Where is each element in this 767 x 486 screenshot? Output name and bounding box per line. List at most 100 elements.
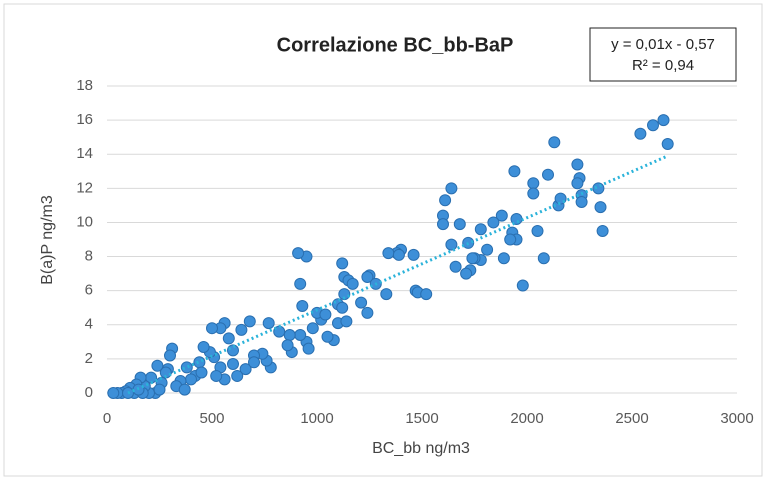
x-tick-label: 1000 <box>300 410 333 427</box>
point <box>107 387 120 399</box>
point <box>296 300 309 313</box>
trendline <box>127 154 669 395</box>
y-tick-label: 4 <box>85 316 93 333</box>
point <box>497 252 510 265</box>
point <box>346 277 359 290</box>
point <box>474 223 487 236</box>
point <box>281 339 294 352</box>
point <box>537 252 550 265</box>
point <box>302 342 315 355</box>
r-squared: R² = 0,94 <box>632 57 694 74</box>
point <box>361 306 374 319</box>
x-tick-label: 2000 <box>510 410 543 427</box>
x-tick-label: 3000 <box>720 410 753 427</box>
point <box>380 288 393 301</box>
point <box>594 201 607 214</box>
y-tick-label: 0 <box>85 384 93 401</box>
point <box>197 340 210 353</box>
equation: y = 0,01x - 0,57 <box>611 36 715 53</box>
point <box>210 369 223 382</box>
point <box>336 301 349 314</box>
point <box>575 195 588 208</box>
point <box>445 238 458 251</box>
y-tick-label: 12 <box>76 179 93 196</box>
point <box>495 209 508 222</box>
point <box>355 296 368 309</box>
point <box>122 387 134 399</box>
point <box>164 349 176 362</box>
point <box>262 317 275 330</box>
point <box>592 182 605 195</box>
point <box>319 308 332 321</box>
point <box>439 194 452 207</box>
equation-box <box>589 27 737 82</box>
point <box>153 383 166 396</box>
point <box>466 252 479 265</box>
y-tick-label: 2 <box>85 350 93 367</box>
point <box>336 257 349 270</box>
point <box>460 267 473 280</box>
y-tick-label: 14 <box>76 145 93 162</box>
point <box>321 330 334 343</box>
point <box>407 248 420 261</box>
chart-title: Correlazione BC_bb-BaP <box>277 34 514 56</box>
point <box>527 187 540 200</box>
point <box>445 182 458 195</box>
point <box>231 369 244 382</box>
point <box>548 136 561 149</box>
point <box>647 119 659 132</box>
point <box>151 359 164 372</box>
point <box>481 243 494 256</box>
point <box>292 247 305 260</box>
y-tick-label: 16 <box>76 111 93 128</box>
point <box>180 361 193 374</box>
x-axis-title: BC_bb ng/m3 <box>372 440 470 457</box>
x-tick-label: 0 <box>103 410 111 427</box>
point <box>235 323 248 336</box>
point <box>437 218 449 231</box>
point <box>449 260 462 273</box>
point <box>657 114 670 127</box>
y-tick-label: 10 <box>76 213 93 230</box>
point <box>634 127 647 140</box>
point <box>392 248 405 261</box>
point <box>195 366 208 379</box>
point <box>508 165 521 178</box>
point <box>516 279 529 292</box>
y-tick-label: 8 <box>85 248 93 265</box>
point <box>340 315 353 328</box>
point <box>661 137 674 150</box>
point <box>306 322 319 335</box>
point <box>531 224 544 237</box>
point <box>294 329 307 342</box>
point <box>206 322 218 335</box>
point <box>361 271 374 284</box>
point <box>227 358 239 371</box>
point <box>420 288 433 301</box>
y-tick-label: 6 <box>85 282 93 299</box>
point <box>283 329 296 342</box>
point <box>227 344 239 357</box>
x-tick-label: 2500 <box>615 410 648 427</box>
point <box>294 277 307 290</box>
point <box>222 332 235 345</box>
point <box>453 218 466 231</box>
point <box>248 356 260 369</box>
y-tick-label: 18 <box>76 77 93 94</box>
point <box>185 373 197 386</box>
point <box>504 233 517 246</box>
point <box>542 168 554 181</box>
x-tick-label: 500 <box>199 410 224 427</box>
point <box>571 158 584 171</box>
point <box>193 356 206 369</box>
point <box>596 224 609 237</box>
point <box>487 216 500 229</box>
point <box>178 383 191 396</box>
y-axis-title: B(a)P ng/m3 <box>39 195 56 285</box>
point <box>239 363 252 376</box>
point <box>527 177 540 190</box>
x-tick-label: 1500 <box>405 410 438 427</box>
point <box>382 247 395 260</box>
point <box>243 315 256 328</box>
